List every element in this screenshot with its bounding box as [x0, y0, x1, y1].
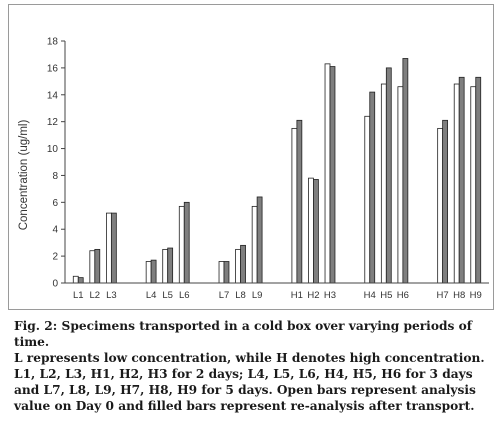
x-tick-label: L9: [252, 290, 263, 301]
filled-bar-L9: [256, 196, 263, 284]
x-tick-label: L4: [146, 290, 157, 301]
x-tick-label: H8: [453, 290, 465, 301]
open-bar-L5: [162, 248, 169, 284]
filled-bar-H9: [475, 76, 482, 284]
x-tick-label: L1: [73, 290, 84, 301]
filled-bar-L2: [94, 248, 101, 284]
y-tick-label: 18: [47, 37, 59, 48]
filled-bar-L1: [77, 277, 84, 284]
open-bar-L8: [235, 248, 241, 284]
x-tick-label: L8: [235, 290, 246, 301]
open-bar-H1: [291, 127, 298, 284]
filled-bar-L5: [167, 247, 174, 284]
x-tick-label: L6: [179, 290, 190, 301]
filled-bar-L6: [183, 201, 190, 284]
x-tick-label: L7: [219, 290, 230, 301]
filled-bar-H1: [296, 119, 303, 284]
filled-bar-H5: [385, 67, 392, 284]
y-tick-label: 16: [47, 63, 59, 74]
open-bar-H5: [380, 83, 387, 284]
y-tick-label: 6: [52, 198, 58, 209]
open-bar-L9: [251, 205, 258, 284]
open-bar-L1: [72, 275, 79, 284]
open-bar-H4: [364, 115, 371, 284]
y-tick-label: 12: [47, 117, 59, 128]
y-tick-label: 0: [52, 279, 58, 290]
open-bar-L6: [178, 205, 185, 284]
x-tick-label: L2: [90, 290, 101, 301]
open-bar-H8: [453, 83, 460, 284]
x-tick-label: L5: [162, 290, 173, 301]
open-bar-L4: [145, 261, 152, 284]
filled-bar-H4: [369, 91, 376, 284]
y-axis-title: Concentration (ug/ml): [18, 120, 30, 231]
x-tick-label: H7: [437, 290, 449, 301]
filled-bar-H2: [313, 179, 319, 284]
filled-bar-H8: [458, 76, 465, 284]
y-tick-label: 4: [52, 225, 58, 236]
chart-frame: 0 2 4 6 8 10 12 14 16 18 L1 L2 L3 L4 L5 L6 L7 L8 L9 H1 H2 H3…: [8, 4, 494, 310]
filled-bar-H6: [402, 58, 409, 284]
filled-bar-L3: [110, 212, 117, 284]
filled-bar-H7: [442, 119, 448, 284]
open-bar-H2: [308, 177, 314, 284]
caption-title: Fig. 2: Specimens transported in a cold …: [14, 319, 472, 349]
x-tick-label: H9: [470, 290, 482, 301]
x-tick-label: L3: [106, 290, 117, 301]
x-tick-label: H5: [380, 290, 392, 301]
y-axis: 0 2 4 6 8 10 12 14 16 18: [47, 37, 66, 290]
open-bar-H9: [470, 86, 477, 284]
bar-chart: 0 2 4 6 8 10 12 14 16 18 L1 L2 L3 L4 L5 L6 L7 L8 L9 H1 H2 H3…: [18, 37, 489, 301]
y-tick-label: 10: [47, 144, 59, 155]
open-bar-L3: [106, 212, 112, 284]
open-bar-L2: [89, 250, 96, 284]
y-tick-label: 14: [47, 90, 59, 101]
open-bar-L7: [218, 261, 225, 284]
x-axis: L1 L2 L3 L4 L5 L6 L7 L8 L9 H1 H2 H3 H4 H5 H6 H7 H8 H9: [65, 282, 489, 301]
bars: [72, 58, 482, 284]
x-tick-label: H4: [364, 290, 376, 301]
figure-caption: Fig. 2: Specimens transported in a cold …: [14, 318, 492, 414]
x-tick-label: H2: [307, 290, 319, 301]
filled-bar-L4: [150, 259, 157, 284]
y-tick-label: 2: [52, 252, 58, 263]
x-tick-label: H3: [324, 290, 336, 301]
y-tick-label: 8: [52, 171, 58, 182]
open-bar-H6: [397, 86, 404, 284]
open-bar-H7: [437, 127, 444, 284]
x-tick-label: H6: [397, 290, 409, 301]
filled-bar-H3: [329, 66, 336, 284]
filled-bar-L8: [240, 244, 246, 284]
x-tick-label: H1: [291, 290, 303, 301]
filled-bar-L7: [223, 261, 230, 284]
open-bar-H3: [324, 63, 331, 284]
caption-body: L represents low concentration, while H …: [14, 351, 485, 413]
